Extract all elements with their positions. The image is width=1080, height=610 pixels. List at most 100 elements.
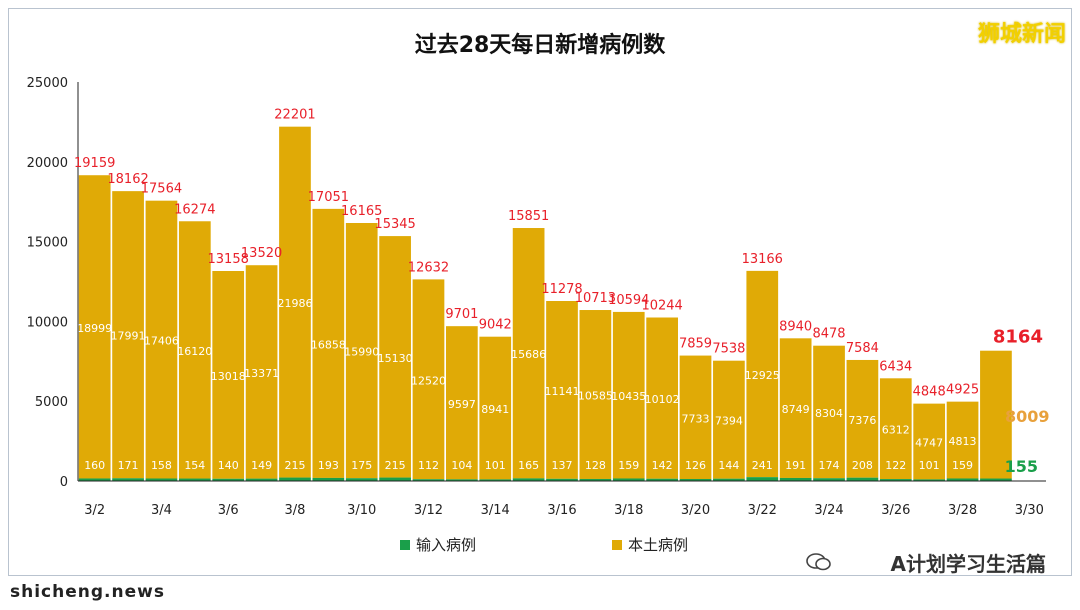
legend-swatch-local xyxy=(612,540,622,550)
bar-local xyxy=(412,279,445,480)
x-tick-label: 3/6 xyxy=(218,503,239,518)
local-label: 9597 xyxy=(448,398,476,411)
total-label: 8478 xyxy=(812,327,845,342)
bar-imported xyxy=(245,478,278,481)
bar-local xyxy=(579,310,612,479)
bar-local xyxy=(279,126,311,478)
local-label: 10585 xyxy=(578,389,613,402)
imported-label: 215 xyxy=(385,459,406,472)
imported-label: 215 xyxy=(284,459,305,472)
bar-local xyxy=(980,350,1012,479)
local-label: 13018 xyxy=(211,370,246,383)
total-label: 13166 xyxy=(742,252,783,267)
imported-label: 144 xyxy=(718,459,739,472)
x-tick-label: 3/10 xyxy=(347,503,376,518)
bar-local xyxy=(813,345,845,479)
y-tick-label: 15000 xyxy=(27,236,68,251)
bar-local xyxy=(913,403,946,480)
total-label: 15851 xyxy=(508,209,549,224)
local-label: 21986 xyxy=(277,297,312,310)
total-label: 16165 xyxy=(341,204,382,219)
local-label: 15130 xyxy=(378,352,413,365)
local-label: 7733 xyxy=(682,412,710,425)
total-label: 13158 xyxy=(208,252,249,267)
y-tick-label: 5000 xyxy=(35,395,68,410)
imported-label: 149 xyxy=(251,459,272,472)
imported-label: 241 xyxy=(752,459,773,472)
local-label: 12925 xyxy=(745,369,780,382)
total-label: 7859 xyxy=(679,337,712,352)
imported-label: 128 xyxy=(585,459,606,472)
total-label: 16274 xyxy=(174,202,215,217)
y-tick-label: 20000 xyxy=(27,156,68,171)
bar-local xyxy=(779,338,812,478)
bar-imported xyxy=(679,478,712,481)
watermark-text: A计划学习生活篇 xyxy=(890,552,1046,576)
total-label: 10594 xyxy=(608,293,649,308)
bar-local xyxy=(646,317,678,479)
bar-imported xyxy=(412,479,445,481)
total-label: 15345 xyxy=(374,217,415,232)
x-tick-label: 3/28 xyxy=(948,503,977,518)
total-label: 22201 xyxy=(274,108,315,123)
imported-label: 142 xyxy=(652,459,673,472)
legend-label-imported: 输入病例 xyxy=(416,536,476,554)
local-label: 17406 xyxy=(144,335,179,348)
local-label: 13371 xyxy=(244,367,279,380)
legend-label-local: 本土病例 xyxy=(628,536,688,554)
imported-label: 101 xyxy=(919,459,940,472)
imported-label: 155 xyxy=(1005,457,1038,476)
bar-local xyxy=(312,208,345,478)
total-label: 8940 xyxy=(779,319,812,334)
total-label: 12632 xyxy=(408,260,449,275)
local-label: 7376 xyxy=(848,414,876,427)
x-tick-label: 3/8 xyxy=(285,503,306,518)
bar-local xyxy=(446,326,478,480)
imported-label: 158 xyxy=(151,459,172,472)
bar-imported xyxy=(646,478,678,481)
bar-imported xyxy=(813,478,845,481)
imported-label: 165 xyxy=(518,459,539,472)
bar-imported xyxy=(312,477,345,481)
bar-local xyxy=(178,221,211,479)
total-label: 10713 xyxy=(575,291,616,306)
total-label: 10244 xyxy=(641,299,682,314)
total-label: 17051 xyxy=(308,190,349,205)
local-label: 10102 xyxy=(645,393,680,406)
bar-local xyxy=(512,228,545,479)
imported-label: 101 xyxy=(485,459,506,472)
local-label: 8304 xyxy=(815,407,843,420)
total-label: 4925 xyxy=(946,383,979,398)
imported-label: 175 xyxy=(351,459,372,472)
bar-imported xyxy=(112,478,144,481)
bar-imported xyxy=(746,477,779,481)
imported-label: 137 xyxy=(552,459,573,472)
bar-imported xyxy=(713,478,745,481)
total-label: 18162 xyxy=(107,172,148,187)
bar-imported xyxy=(879,479,912,481)
imported-label: 159 xyxy=(618,459,639,472)
imported-label: 126 xyxy=(685,459,706,472)
total-label: 9701 xyxy=(445,307,478,322)
source-text: shicheng.news xyxy=(10,582,165,602)
local-label: 7394 xyxy=(715,415,743,428)
bar-imported xyxy=(178,478,211,481)
bar-imported xyxy=(212,478,245,481)
imported-label: 112 xyxy=(418,459,439,472)
local-label: 8941 xyxy=(481,403,509,416)
bar-local xyxy=(879,378,912,480)
y-tick-label: 10000 xyxy=(27,315,68,330)
bar-local xyxy=(546,301,578,479)
bar-local xyxy=(679,355,712,479)
bar-local xyxy=(479,336,512,480)
legend: 输入病例 本土病例 xyxy=(400,536,688,554)
total-label: 11278 xyxy=(541,282,582,297)
bar-local xyxy=(112,191,144,479)
local-label: 16120 xyxy=(177,345,212,358)
bar-imported xyxy=(980,478,1012,481)
local-label: 15990 xyxy=(344,346,379,359)
y-tick-label: 0 xyxy=(60,475,68,490)
x-tick-label: 3/14 xyxy=(481,503,510,518)
bar-imported xyxy=(145,478,178,481)
